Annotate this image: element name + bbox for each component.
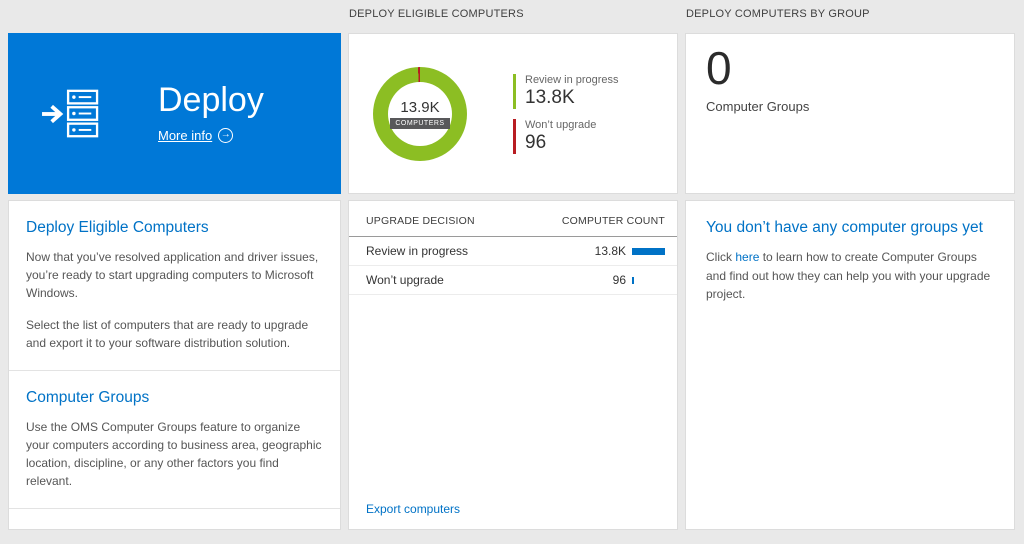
donut-hole: 13.9K COMPUTERS bbox=[388, 81, 452, 146]
legend-value: 13.8K bbox=[525, 86, 575, 108]
no-groups-heading: You don’t have any computer groups yet bbox=[706, 219, 983, 236]
deploy-tile-text: Deploy More info → bbox=[158, 81, 264, 144]
section-heading: Computer Groups bbox=[26, 389, 150, 406]
legend-label: Won’t upgrade bbox=[525, 118, 597, 131]
table-row-wont-upgrade[interactable]: Won’t upgrade 96 bbox=[349, 266, 677, 295]
more-info-label: More info bbox=[158, 127, 213, 143]
chart-legend: Review in progress 13.8K Won’t upgrade 9… bbox=[513, 64, 619, 164]
donut-center-label: COMPUTERS bbox=[390, 117, 450, 129]
count-bar-track bbox=[632, 276, 665, 284]
computer-groups-tile[interactable]: 0 Computer Groups bbox=[685, 33, 1015, 194]
row-count: 13.8K bbox=[594, 244, 626, 258]
section-heading: Deploy Eligible Computers bbox=[26, 219, 209, 236]
no-groups-text: Click here to learn how to create Comput… bbox=[706, 248, 994, 304]
legend-label: Review in progress bbox=[525, 73, 619, 86]
section-paragraph: Use the OMS Computer Groups feature to o… bbox=[26, 420, 322, 488]
legend-item-wont-upgrade: Won’t upgrade 96 bbox=[513, 118, 619, 154]
computer-groups-count-label: Computer Groups bbox=[706, 98, 810, 114]
table-header-row: UPGRADE DECISION COMPUTER COUNT bbox=[349, 201, 677, 237]
deploy-description-panel: Deploy Eligible Computers Now that you’v… bbox=[8, 200, 341, 530]
middle-column-header: DEPLOY ELIGIBLE COMPUTERS bbox=[349, 8, 524, 20]
export-computers-link[interactable]: Export computers bbox=[366, 502, 461, 516]
section-paragraph: Now that you’ve resolved application and… bbox=[26, 250, 319, 300]
column-header-computer-count: COMPUTER COUNT bbox=[561, 215, 665, 227]
right-column-header: DEPLOY COMPUTERS BY GROUP bbox=[686, 8, 870, 20]
no-computer-groups-panel: You don’t have any computer groups yet C… bbox=[685, 200, 1015, 530]
row-label: Won’t upgrade bbox=[366, 273, 444, 287]
column-header-upgrade-decision: UPGRADE DECISION bbox=[366, 215, 475, 227]
row-count: 96 bbox=[612, 273, 626, 287]
deploy-title: Deploy bbox=[158, 81, 264, 120]
upgrade-decision-panel: UPGRADE DECISION COMPUTER COUNT Review i… bbox=[348, 200, 678, 530]
row-label: Review in progress bbox=[366, 244, 469, 258]
legend-item-review-in-progress: Review in progress 13.8K bbox=[513, 73, 619, 109]
deploy-tile[interactable]: Deploy More info → bbox=[8, 33, 341, 194]
section-computer-groups: Computer Groups Use the OMS Computer Gro… bbox=[9, 371, 340, 509]
legend-value: 96 bbox=[525, 131, 547, 153]
here-link[interactable]: here bbox=[735, 250, 760, 264]
donut-center-value: 13.9K bbox=[400, 98, 440, 116]
count-bar bbox=[632, 247, 665, 255]
section-paragraph: Select the list of computers that are re… bbox=[26, 318, 309, 350]
arrow-circle-icon: → bbox=[218, 127, 234, 143]
section-deploy-eligible-computers: Deploy Eligible Computers Now that you’v… bbox=[9, 201, 340, 371]
text-after-link: to learn how to create Computer Groups a… bbox=[706, 250, 991, 302]
deploy-icon bbox=[40, 86, 102, 142]
more-info-link[interactable]: More info → bbox=[158, 127, 234, 143]
eligible-computers-chart-tile[interactable]: 13.9K COMPUTERS Review in progress 13.8K… bbox=[348, 33, 678, 194]
count-bar bbox=[632, 276, 634, 284]
text-before-link: Click bbox=[706, 250, 736, 264]
table-row-review-in-progress[interactable]: Review in progress 13.8K bbox=[349, 237, 677, 266]
count-bar-track bbox=[632, 247, 665, 255]
donut-chart: 13.9K COMPUTERS bbox=[373, 66, 467, 161]
computer-groups-count: 0 bbox=[706, 42, 732, 94]
